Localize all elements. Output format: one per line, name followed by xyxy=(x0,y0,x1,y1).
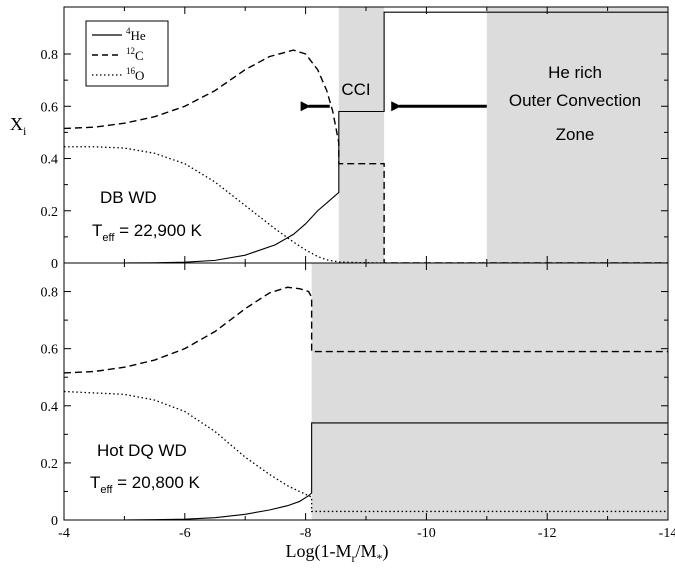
legend-he-sup: 4 xyxy=(126,26,131,36)
x-tick-label-2: -8 xyxy=(300,526,312,541)
top-teff-sub: eff xyxy=(102,232,115,244)
series-16O-panel-1 xyxy=(63,390,668,513)
y-label-main: X xyxy=(10,114,23,134)
series-12C-panel-0 xyxy=(63,49,668,264)
y-tick-label-1-1: 0.2 xyxy=(41,457,59,472)
y-tick-label-0-1: 0.2 xyxy=(41,205,59,220)
y-tick-label-1-3: 0.6 xyxy=(41,343,59,358)
shaded-region-1-0 xyxy=(311,263,668,520)
legend-box xyxy=(85,20,169,87)
y-tick-label-1-4: 0.8 xyxy=(41,286,59,301)
top-teff-value: = 22,900 K xyxy=(114,221,202,240)
panel-1: 0 0.2 0.4 0.6 0.8 xyxy=(41,262,669,529)
y-tick-label-0-4: 0.8 xyxy=(41,48,59,63)
bottom-teff-T: T xyxy=(90,473,100,492)
y-tick-label-0-2: 0.4 xyxy=(41,153,59,168)
y-tick-label-1-2: 0.4 xyxy=(41,400,59,415)
series-4He-panel-0 xyxy=(64,11,668,264)
convection-zone-label-line1: He rich xyxy=(548,63,602,82)
series-12C-panel-1 xyxy=(63,286,668,374)
x-label-part3: ) xyxy=(383,541,389,562)
convection-zone-label-line2: Outer Convection xyxy=(509,91,641,110)
y-tick-label-0-3: 0.6 xyxy=(41,100,59,115)
cci-label: CCI xyxy=(341,80,370,99)
shaded-region-0-0 xyxy=(338,7,385,263)
y-axis-label: Xi xyxy=(10,114,27,138)
x-tick-label-5: -14 xyxy=(659,526,675,541)
legend-c-base: C xyxy=(135,48,144,63)
legend-entry-he: 4He xyxy=(126,26,146,43)
y-tick-label-1-0: 0 xyxy=(51,514,58,529)
y-label-sub: i xyxy=(23,124,27,138)
x-tick-label-1: -6 xyxy=(179,526,191,541)
legend: 4He 12C 16O xyxy=(85,20,169,87)
bottom-panel-star-label: Hot DQ WD xyxy=(97,441,187,460)
x-label-part2: /M xyxy=(355,541,376,561)
x-label-part1: Log(1-M xyxy=(285,541,351,562)
shaded-region-0-1 xyxy=(486,7,668,263)
y-tick-label-0-0: 0 xyxy=(51,257,58,272)
top-panel-star-label: DB WD xyxy=(100,188,157,207)
bottom-teff-value: = 20,800 K xyxy=(112,473,200,492)
legend-o-sup: 16 xyxy=(126,66,136,76)
x-tick-label-4: -12 xyxy=(538,526,557,541)
convection-zone-label-line3: Zone xyxy=(556,125,595,144)
legend-c-sup: 12 xyxy=(126,46,135,56)
x-axis-label: Log(1-Mr/M*) xyxy=(285,541,388,565)
x-label-sub1: r xyxy=(351,551,355,565)
bottom-teff-sub: eff xyxy=(100,484,113,496)
panels: 0 0.2 0.4 0.6 0.8 0 0.2 0.4 0.6 0.8 -4 -6 -8 -10 -12 -1… xyxy=(41,6,675,541)
legend-entry-c: 12C xyxy=(126,46,144,63)
x-tick-label-3: -10 xyxy=(417,526,436,541)
top-teff-T: T xyxy=(92,221,102,240)
legend-entry-o: 16O xyxy=(126,66,144,83)
top-panel-teff-label: Teff = 22,900 K xyxy=(92,221,203,244)
x-tick-label-0: -4 xyxy=(58,526,70,541)
legend-o-base: O xyxy=(135,68,144,83)
x-label-sub2: * xyxy=(377,551,383,565)
legend-he-base: He xyxy=(131,28,146,43)
bottom-panel-teff-label: Teff = 20,800 K xyxy=(90,473,201,496)
